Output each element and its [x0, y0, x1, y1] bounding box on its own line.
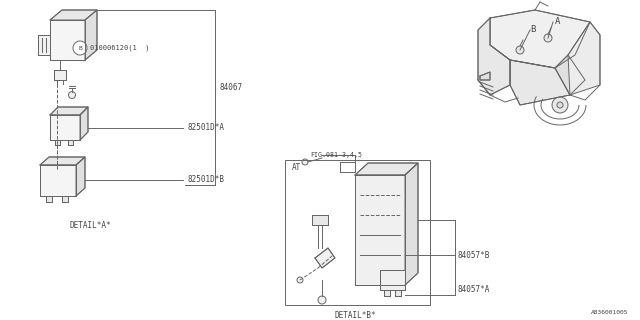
Text: B: B — [530, 26, 536, 35]
Text: 84057*A: 84057*A — [458, 285, 490, 294]
Polygon shape — [50, 115, 80, 140]
Polygon shape — [76, 157, 85, 196]
Polygon shape — [490, 10, 590, 68]
Text: 84067: 84067 — [220, 84, 243, 92]
Circle shape — [552, 97, 568, 113]
Polygon shape — [40, 165, 76, 196]
Text: DETAIL*B*: DETAIL*B* — [334, 310, 376, 319]
Text: DETAIL*A*: DETAIL*A* — [69, 220, 111, 229]
Polygon shape — [355, 163, 418, 175]
Polygon shape — [555, 55, 585, 95]
Polygon shape — [478, 18, 510, 95]
Polygon shape — [62, 196, 68, 202]
Polygon shape — [315, 248, 335, 268]
Circle shape — [68, 92, 76, 99]
Polygon shape — [50, 107, 88, 115]
Polygon shape — [480, 72, 490, 80]
Polygon shape — [355, 175, 405, 285]
Polygon shape — [568, 22, 600, 95]
Polygon shape — [38, 35, 50, 55]
Polygon shape — [50, 10, 97, 20]
Text: 010006120(1  ): 010006120(1 ) — [90, 45, 150, 51]
Polygon shape — [510, 60, 570, 105]
Polygon shape — [55, 140, 60, 145]
Polygon shape — [68, 140, 73, 145]
Polygon shape — [80, 107, 88, 140]
Polygon shape — [85, 10, 97, 60]
Circle shape — [318, 296, 326, 304]
Text: B: B — [78, 45, 82, 51]
Circle shape — [297, 277, 303, 283]
Bar — [285, 160, 430, 305]
Circle shape — [516, 46, 524, 54]
Circle shape — [302, 159, 308, 165]
Text: 82501D*A: 82501D*A — [188, 124, 225, 132]
Circle shape — [73, 41, 87, 55]
Polygon shape — [40, 157, 85, 165]
Text: 84057*B: 84057*B — [458, 251, 490, 260]
Polygon shape — [50, 20, 85, 60]
Circle shape — [557, 102, 563, 108]
Polygon shape — [46, 196, 52, 202]
Circle shape — [544, 34, 552, 42]
Text: A836001005: A836001005 — [591, 310, 628, 316]
Polygon shape — [54, 70, 66, 80]
Polygon shape — [380, 270, 405, 290]
Text: FIG.081-3,4,5: FIG.081-3,4,5 — [310, 152, 362, 158]
Text: A: A — [555, 18, 561, 27]
Text: 82501D*B: 82501D*B — [188, 175, 225, 185]
Polygon shape — [312, 215, 328, 225]
Polygon shape — [384, 290, 390, 296]
Text: AT: AT — [292, 164, 301, 172]
Polygon shape — [395, 290, 401, 296]
Polygon shape — [405, 163, 418, 285]
